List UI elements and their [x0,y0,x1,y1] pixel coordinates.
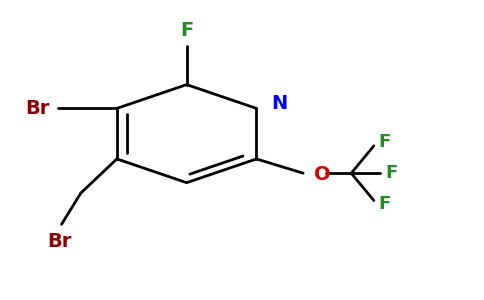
Text: N: N [271,94,287,113]
Text: F: F [378,195,391,213]
Text: F: F [385,164,397,182]
Text: Br: Br [47,232,71,251]
Text: O: O [314,165,331,184]
Text: F: F [378,133,391,151]
Text: F: F [180,21,193,40]
Text: Br: Br [25,99,49,118]
